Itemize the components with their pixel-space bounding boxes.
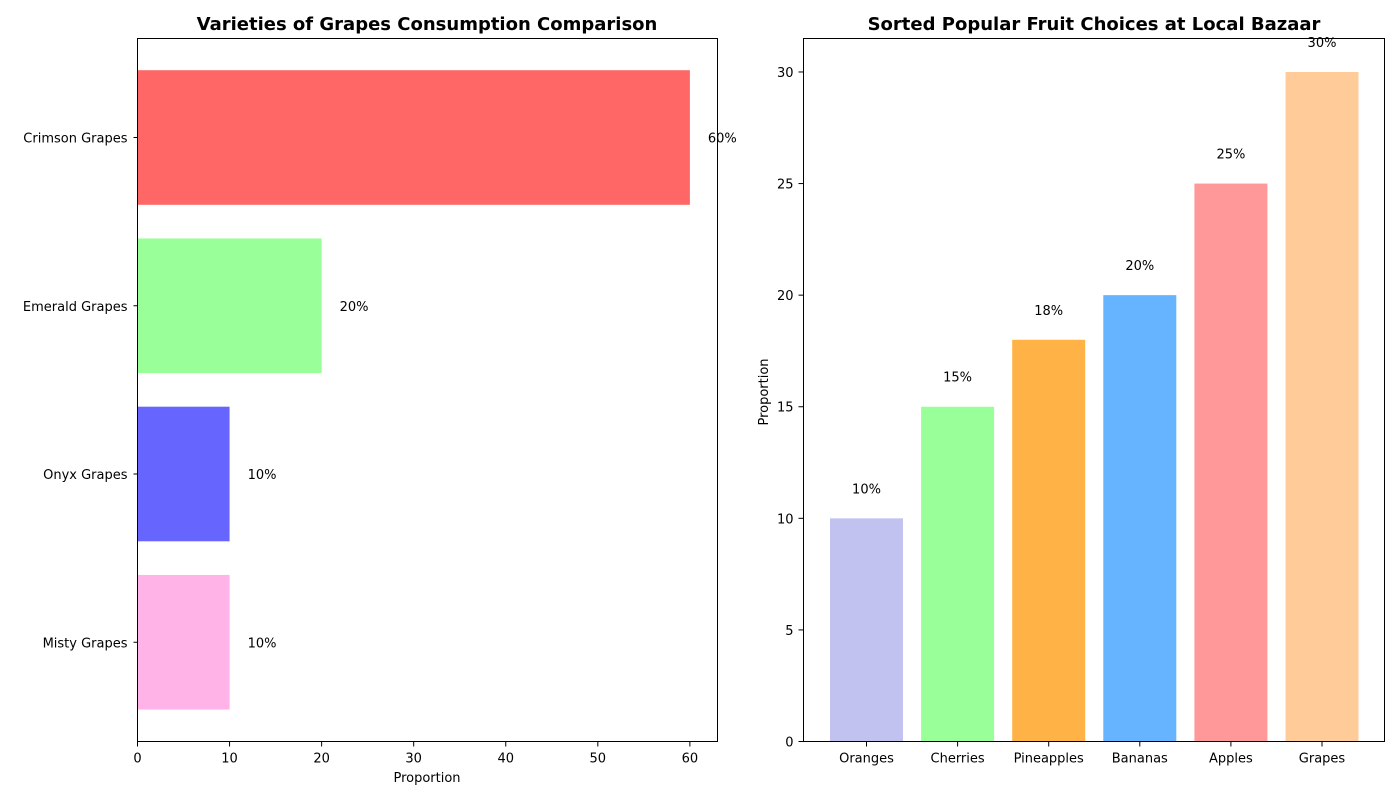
data-label-onyx-grapes: 10% [248,468,277,483]
data-label-bananas: 20% [1125,259,1154,274]
y-tick-label-emerald-grapes: Emerald Grapes [23,300,128,315]
y-tick-label-30: 30 [777,66,794,81]
y-tick-label-25: 25 [777,178,794,193]
bar-oranges [830,518,903,742]
left-chart: Varieties of Grapes Consumption Comparis… [23,14,737,786]
y-tick-label-onyx-grapes: Onyx Grapes [43,468,128,483]
y-tick-label-20: 20 [777,289,794,304]
y-tick-label-5: 5 [785,624,793,639]
bar-crimson-grapes [137,70,690,205]
left-chart-ticks: Crimson Grapes Emerald Grapes Onyx Grapes M… [23,132,698,767]
data-label-grapes: 30% [1308,36,1337,51]
left-chart-bars: 60% 20% 10% 10% [137,70,737,710]
y-tick-label-15: 15 [777,401,794,416]
x-tick-label-pineapples: Pineapples [1014,752,1084,767]
y-tick-label-0: 0 [785,736,793,751]
bar-grapes [1285,71,1359,742]
data-label-emerald-grapes: 20% [340,300,369,315]
right-chart-frame [803,38,1385,742]
bar-misty-grapes [137,574,230,710]
data-label-cherries: 15% [943,371,972,386]
x-tick-label-20: 20 [313,752,330,767]
right-chart-title: Sorted Popular Fruit Choices at Local Ba… [868,14,1321,35]
bar-emerald-grapes [137,238,322,374]
x-tick-label-grapes: Grapes [1299,752,1346,767]
right-chart-ylabel: Proportion [757,358,772,425]
data-label-crimson-grapes: 60% [708,132,737,147]
bar-pineapples [1012,339,1086,742]
bar-bananas [1103,295,1177,742]
y-tick-label-10: 10 [777,512,794,527]
data-label-misty-grapes: 10% [248,636,277,651]
y-tick-label-crimson-grapes: Crimson Grapes [23,132,127,147]
left-chart-title: Varieties of Grapes Consumption Comparis… [197,14,658,35]
data-label-oranges: 10% [852,482,881,497]
x-tick-label-apples: Apples [1209,752,1253,767]
left-chart-frame [137,38,718,742]
x-tick-label-bananas: Bananas [1112,752,1168,767]
bar-cherries [921,406,995,742]
data-label-apples: 25% [1216,148,1245,163]
x-tick-label-50: 50 [590,752,607,767]
bar-onyx-grapes [137,406,230,542]
x-tick-label-0: 0 [133,752,141,767]
bar-apples [1194,183,1268,742]
left-chart-xlabel: Proportion [393,771,460,786]
x-tick-label-30: 30 [405,752,422,767]
right-chart-bars: 10% 15% 18% 20% 25% 30% [830,36,1359,742]
x-tick-label-60: 60 [682,752,699,767]
x-tick-label-40: 40 [497,752,514,767]
right-chart-ticks: Oranges Cherries Pineapples Bananas Apples Gr… [777,66,1345,767]
y-tick-label-misty-grapes: Misty Grapes [43,636,128,651]
x-tick-label-oranges: Oranges [839,752,894,767]
data-label-pineapples: 18% [1034,304,1063,319]
x-tick-label-cherries: Cherries [931,752,985,767]
x-tick-label-10: 10 [221,752,238,767]
right-chart: Sorted Popular Fruit Choices at Local Ba… [757,14,1385,767]
